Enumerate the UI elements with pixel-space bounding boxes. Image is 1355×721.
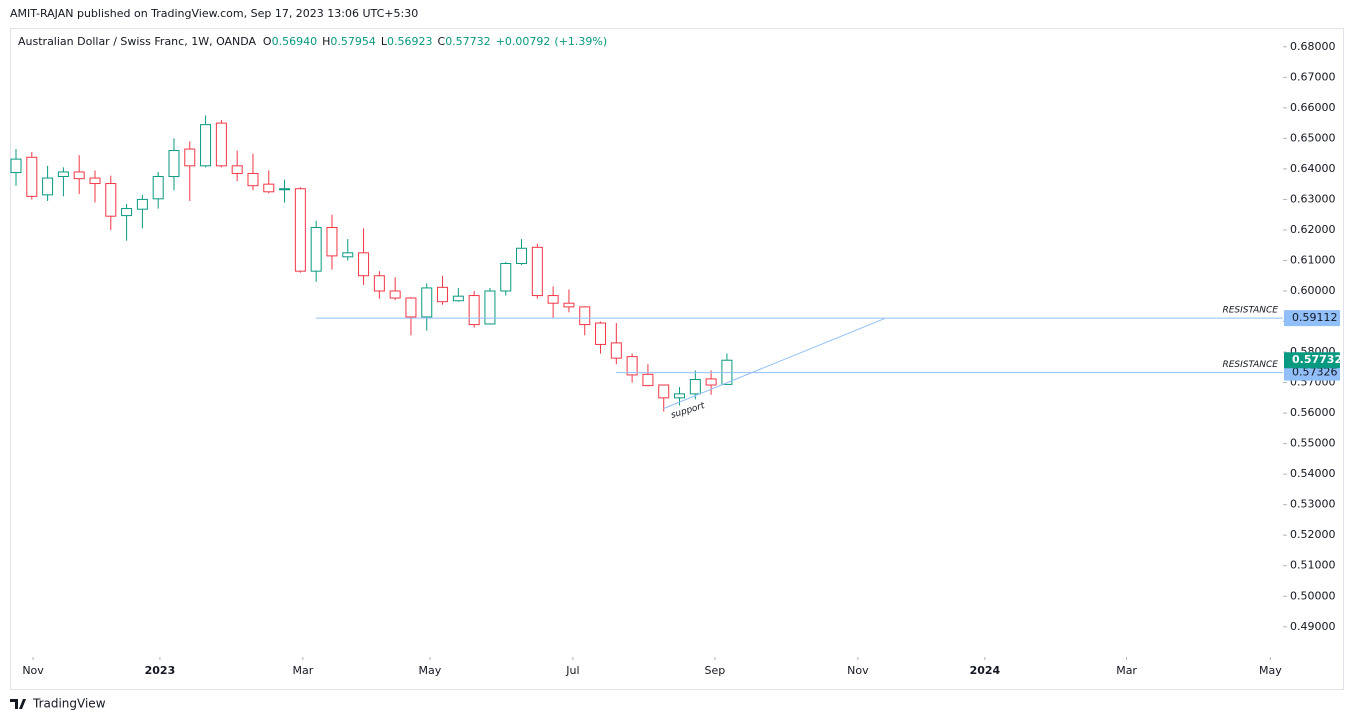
candle-body xyxy=(152,176,164,200)
candle-body xyxy=(674,393,686,399)
legend-title: Australian Dollar / Swiss Franc, 1W, OAN… xyxy=(18,35,257,48)
last-price-tag xyxy=(1284,352,1340,369)
last-price-label: 0.57732 xyxy=(1292,353,1342,366)
candle-body xyxy=(516,247,528,265)
legend-change-pct: (+1.39%) xyxy=(554,35,607,48)
footer-logo xyxy=(10,699,26,709)
y-tick-label: 0.51000 xyxy=(1290,559,1336,572)
y-tick-label: 0.50000 xyxy=(1290,589,1336,602)
resistance-label: RESISTANCE xyxy=(1222,306,1278,316)
legend-value: 0.56940 xyxy=(272,35,318,48)
price-tag xyxy=(1284,310,1340,327)
legend-field: O xyxy=(263,35,272,48)
candle-body xyxy=(500,263,512,292)
footer-brand: TradingView xyxy=(32,697,106,711)
support-trendline xyxy=(663,318,886,409)
y-tick-label: 0.52000 xyxy=(1290,528,1336,541)
candle-body xyxy=(57,171,69,178)
legend-value: 0.57732 xyxy=(445,35,491,48)
candle-body xyxy=(184,148,196,167)
y-tick-label: 0.63000 xyxy=(1290,192,1336,205)
candle-body xyxy=(73,171,85,180)
candle-body xyxy=(263,183,275,193)
candle-body xyxy=(389,290,401,299)
y-tick-label: 0.68000 xyxy=(1290,40,1336,53)
candle-body xyxy=(200,124,212,167)
candle-body xyxy=(405,297,417,318)
x-tick-label: 2024 xyxy=(970,664,1001,677)
legend-field: H xyxy=(322,35,330,48)
y-tick-label: 0.64000 xyxy=(1290,162,1336,175)
candle-body xyxy=(484,290,496,325)
y-tick-label: 0.55000 xyxy=(1290,437,1336,450)
y-tick-label: 0.60000 xyxy=(1290,284,1336,297)
legend-change: +0.00792 xyxy=(496,35,551,48)
candle-body xyxy=(563,302,575,308)
candle-body xyxy=(705,378,717,386)
candle-body xyxy=(326,227,338,257)
candle-body xyxy=(310,227,322,272)
candle-body xyxy=(231,165,243,174)
y-tick-label: 0.62000 xyxy=(1290,223,1336,236)
y-tick-label: 0.65000 xyxy=(1290,131,1336,144)
legend-field: L xyxy=(381,35,388,48)
candle-body xyxy=(658,384,670,399)
candle-body xyxy=(689,379,701,395)
candle-body xyxy=(279,188,291,191)
price-tag-label: 0.57326 xyxy=(1292,366,1338,379)
legend-field: C xyxy=(438,35,446,48)
x-tick-label: Nov xyxy=(22,664,44,677)
y-tick-label: 0.66000 xyxy=(1290,101,1336,114)
candle-body xyxy=(215,122,227,167)
candle-body xyxy=(168,150,180,178)
x-tick-label: Nov xyxy=(847,664,869,677)
candle-body xyxy=(105,183,117,217)
resistance-label: RESISTANCE xyxy=(1222,360,1278,370)
candle-body xyxy=(26,156,38,197)
chart-frame xyxy=(10,28,1344,690)
candle-body xyxy=(342,252,354,258)
candle-body xyxy=(437,286,449,303)
x-tick-label: Sep xyxy=(705,664,726,677)
candle-body xyxy=(531,246,543,297)
y-tick-label: 0.49000 xyxy=(1290,620,1336,633)
x-tick-label: 2023 xyxy=(145,664,176,677)
candle-body xyxy=(626,356,638,376)
y-tick-label: 0.53000 xyxy=(1290,498,1336,511)
candle-body xyxy=(421,287,433,318)
candle-body xyxy=(247,172,259,187)
candle-body xyxy=(610,342,622,359)
candle-body xyxy=(10,158,22,174)
candle-body xyxy=(358,252,370,277)
candle-body xyxy=(294,188,306,272)
price-tag-label: 0.59112 xyxy=(1292,311,1338,324)
y-tick-label: 0.54000 xyxy=(1290,467,1336,480)
candle-body xyxy=(547,295,559,304)
y-tick-label: 0.56000 xyxy=(1290,406,1336,419)
candle-body xyxy=(121,208,133,217)
candle-body xyxy=(42,177,54,196)
x-tick-label: Mar xyxy=(1116,664,1137,677)
publish-header: AMIT-RAJAN published on TradingView.com,… xyxy=(10,7,418,20)
candle-body xyxy=(136,198,148,210)
candle-body xyxy=(452,295,464,302)
candle-body xyxy=(579,306,591,326)
x-tick-label: May xyxy=(419,664,442,677)
x-tick-label: Mar xyxy=(293,664,314,677)
candle-body xyxy=(89,177,101,185)
y-tick-label: 0.61000 xyxy=(1290,253,1336,266)
legend-value: 0.56923 xyxy=(387,35,433,48)
legend-value: 0.57954 xyxy=(330,35,376,48)
price-tag xyxy=(1284,364,1340,381)
candle-body xyxy=(595,322,607,345)
candle-body xyxy=(373,275,385,292)
legend: Australian Dollar / Swiss Franc, 1W, OAN… xyxy=(18,35,607,48)
candle-body xyxy=(468,295,480,326)
y-tick-label: 0.67000 xyxy=(1290,70,1336,83)
x-tick-label: May xyxy=(1259,664,1282,677)
x-tick-label: Jul xyxy=(565,664,579,677)
candle-body xyxy=(642,373,654,387)
